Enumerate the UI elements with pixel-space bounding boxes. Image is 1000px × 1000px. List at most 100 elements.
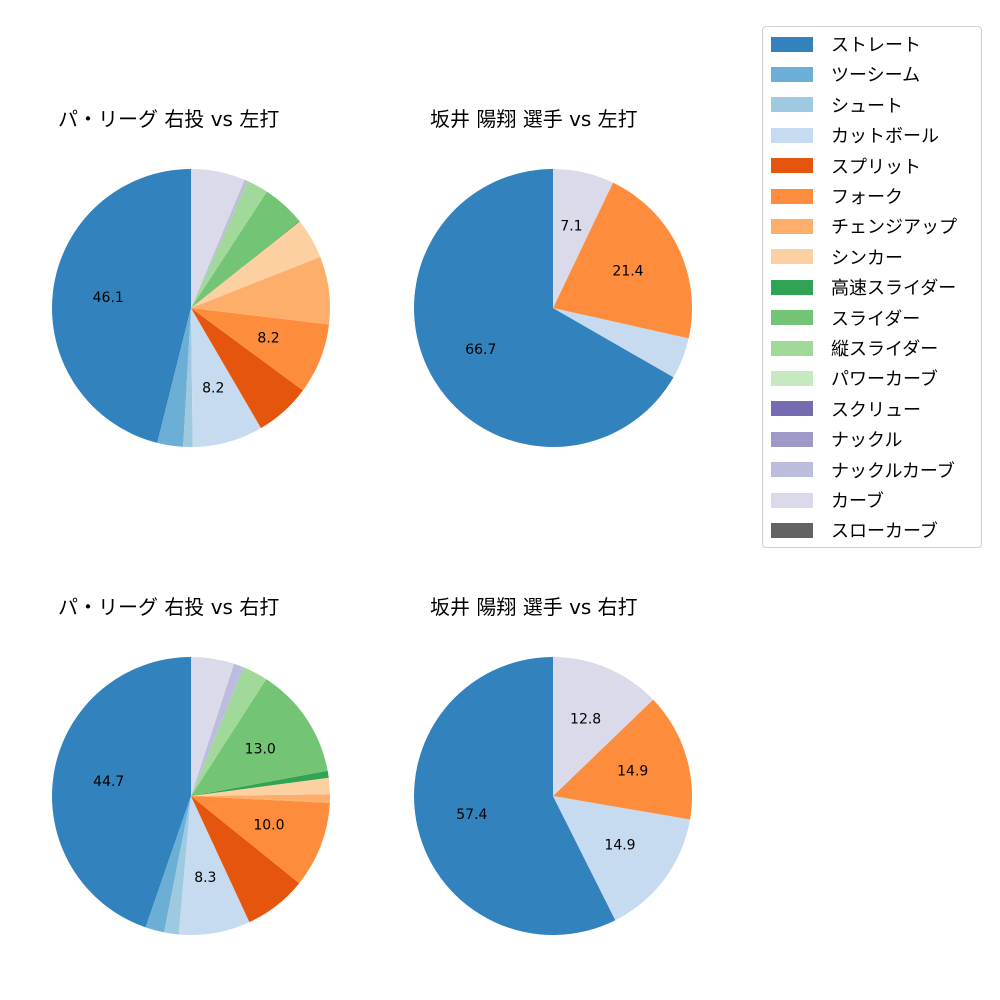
pie-slice xyxy=(191,663,244,796)
legend-swatch xyxy=(771,97,813,113)
legend-label: ナックルカーブ xyxy=(831,460,955,482)
legend-label: ツーシーム xyxy=(831,65,921,87)
legend-swatch xyxy=(771,249,813,265)
legend-swatch xyxy=(771,279,813,295)
legend-swatch xyxy=(771,340,813,356)
pie-slice xyxy=(414,657,616,935)
pie-slice-label: 57.4 xyxy=(456,807,487,823)
pie-slice xyxy=(191,256,330,325)
legend-swatch xyxy=(771,218,813,234)
legend-swatch xyxy=(771,310,813,326)
pie-slice xyxy=(145,796,191,933)
pie-slice-label: 46.1 xyxy=(93,290,124,306)
pie-slice xyxy=(191,308,330,391)
pie-slice xyxy=(553,169,613,308)
legend-swatch xyxy=(771,370,813,386)
pie-slice xyxy=(553,796,691,921)
pie-slice xyxy=(553,699,692,820)
legend-label: スローカーブ xyxy=(831,521,938,543)
pie-slice xyxy=(191,181,267,308)
pie-slice xyxy=(191,308,262,447)
legend-item: ストレート xyxy=(771,32,921,56)
legend-item: スクリュー xyxy=(771,397,921,421)
legend-item: スライダー xyxy=(771,306,920,330)
pie-slice-label: 10.0 xyxy=(253,818,284,834)
legend-swatch xyxy=(771,36,813,52)
pie-slice xyxy=(553,657,654,796)
legend-item: シンカー xyxy=(771,245,903,269)
pie-slice xyxy=(553,308,689,378)
pie-slice-label: 8.2 xyxy=(257,331,279,347)
legend-swatch xyxy=(771,127,813,143)
pie-chart: 46.1 8.2 8.2 xyxy=(51,169,330,447)
pie-slice xyxy=(51,169,191,443)
pie-slice-label: 8.2 xyxy=(202,380,224,396)
legend-label: パワーカーブ xyxy=(831,369,938,391)
pie-slice xyxy=(414,169,674,447)
legend-item: スローカーブ xyxy=(771,518,938,542)
pie-slice-label: 14.9 xyxy=(604,838,635,854)
pie-slice xyxy=(191,657,234,796)
pie-slice xyxy=(191,179,248,308)
legend-swatch xyxy=(771,462,813,478)
pie-slice xyxy=(191,777,330,796)
legend-swatch xyxy=(771,492,813,508)
legend-label: 高速スライダー xyxy=(831,278,957,300)
legend-swatch xyxy=(771,431,813,447)
pie-slice xyxy=(553,182,692,339)
pie-slice xyxy=(191,770,329,796)
legend-item: パワーカーブ xyxy=(771,366,938,390)
pie-slice xyxy=(191,679,328,796)
legend-item: シュート xyxy=(771,93,903,117)
legend-label: カーブ xyxy=(831,491,884,512)
pie-chart: 66.7 21.4 7.1 xyxy=(414,169,692,447)
legend-item: カーブ xyxy=(771,488,884,512)
pie-slice xyxy=(191,220,300,308)
legend-swatch xyxy=(771,522,813,538)
legend-swatch xyxy=(771,158,813,174)
legend-item: カットボール xyxy=(771,123,939,147)
pie-slice-label: 14.9 xyxy=(617,763,648,779)
pie-slice xyxy=(183,308,193,447)
legend-swatch xyxy=(771,401,813,417)
pie-slice xyxy=(191,796,330,884)
pie-slice xyxy=(191,221,321,308)
pie-slice xyxy=(191,169,245,308)
pie-slice xyxy=(191,667,267,796)
pie-slice xyxy=(51,657,192,928)
pie-slice xyxy=(157,308,191,447)
legend-item: 高速スライダー xyxy=(771,275,956,299)
legend-label: チェンジアップ xyxy=(831,217,957,239)
legend-label: カットボール xyxy=(831,126,939,148)
pie-chart: 57.4 14.9 14.9 12.8 xyxy=(414,657,692,935)
pie-slice xyxy=(178,796,250,935)
legend-label: ストレート xyxy=(831,35,921,56)
pie-slice xyxy=(164,796,191,935)
chart-title: 坂井 陽翔 選手 vs 右打 xyxy=(430,595,638,619)
pie-slice-label: 13.0 xyxy=(245,742,276,758)
chart-title: 坂井 陽翔 選手 vs 左打 xyxy=(430,107,638,131)
legend-label: シュート xyxy=(831,95,903,117)
pie-slice-label: 21.4 xyxy=(612,264,643,280)
pie-slice xyxy=(191,796,300,923)
pie-slice xyxy=(191,794,330,803)
pie-slice xyxy=(191,191,300,308)
legend-label: スプリット xyxy=(831,156,921,178)
legend-item: ナックルカーブ xyxy=(771,458,955,482)
legend-swatch xyxy=(771,66,813,82)
legend-label: スクリュー xyxy=(831,399,921,421)
legend-item: 縦スライダー xyxy=(771,336,938,360)
pie-slice-label: 44.7 xyxy=(93,774,124,790)
legend-item: ツーシーム xyxy=(771,62,920,86)
legend: ストレートツーシームシュートカットボール スプリットフォークチェンジアップシンカー… xyxy=(762,26,982,548)
pie-slice-label: 66.7 xyxy=(465,342,496,358)
pie-slice xyxy=(191,308,303,429)
chart-title: パ・リーグ 右投 vs 左打 xyxy=(58,107,280,131)
pie-slice-label: 12.8 xyxy=(570,711,601,727)
legend-item: ナックル xyxy=(771,427,902,451)
legend-item: チェンジアップ xyxy=(771,214,957,238)
pie-chart: 44.7 8.3 10.0 13.0 xyxy=(51,657,330,935)
legend-label: フォーク xyxy=(831,187,903,208)
pie-slice-label: 8.3 xyxy=(194,870,216,886)
legend-item: フォーク xyxy=(771,184,903,208)
